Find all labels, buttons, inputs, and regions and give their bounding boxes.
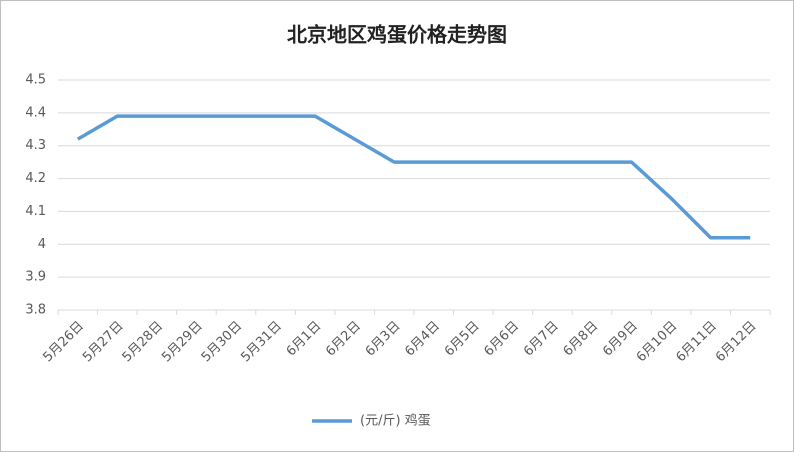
y-tick-label: 4.3 xyxy=(25,138,46,153)
y-tick-label: 4 xyxy=(38,237,46,252)
y-tick-label: 4.1 xyxy=(25,204,46,219)
y-tick-label: 4.5 xyxy=(25,73,46,88)
y-tick-label: 4.4 xyxy=(25,105,46,120)
y-tick-label: 3.9 xyxy=(25,270,46,285)
legend-label: (元/斤) 鸡蛋 xyxy=(360,413,431,429)
chart-title: 北京地区鸡蛋价格走势图 xyxy=(287,23,507,47)
y-tick-label: 3.8 xyxy=(25,303,46,318)
data-line xyxy=(76,114,751,240)
y-tick-label: 4.2 xyxy=(25,171,46,186)
